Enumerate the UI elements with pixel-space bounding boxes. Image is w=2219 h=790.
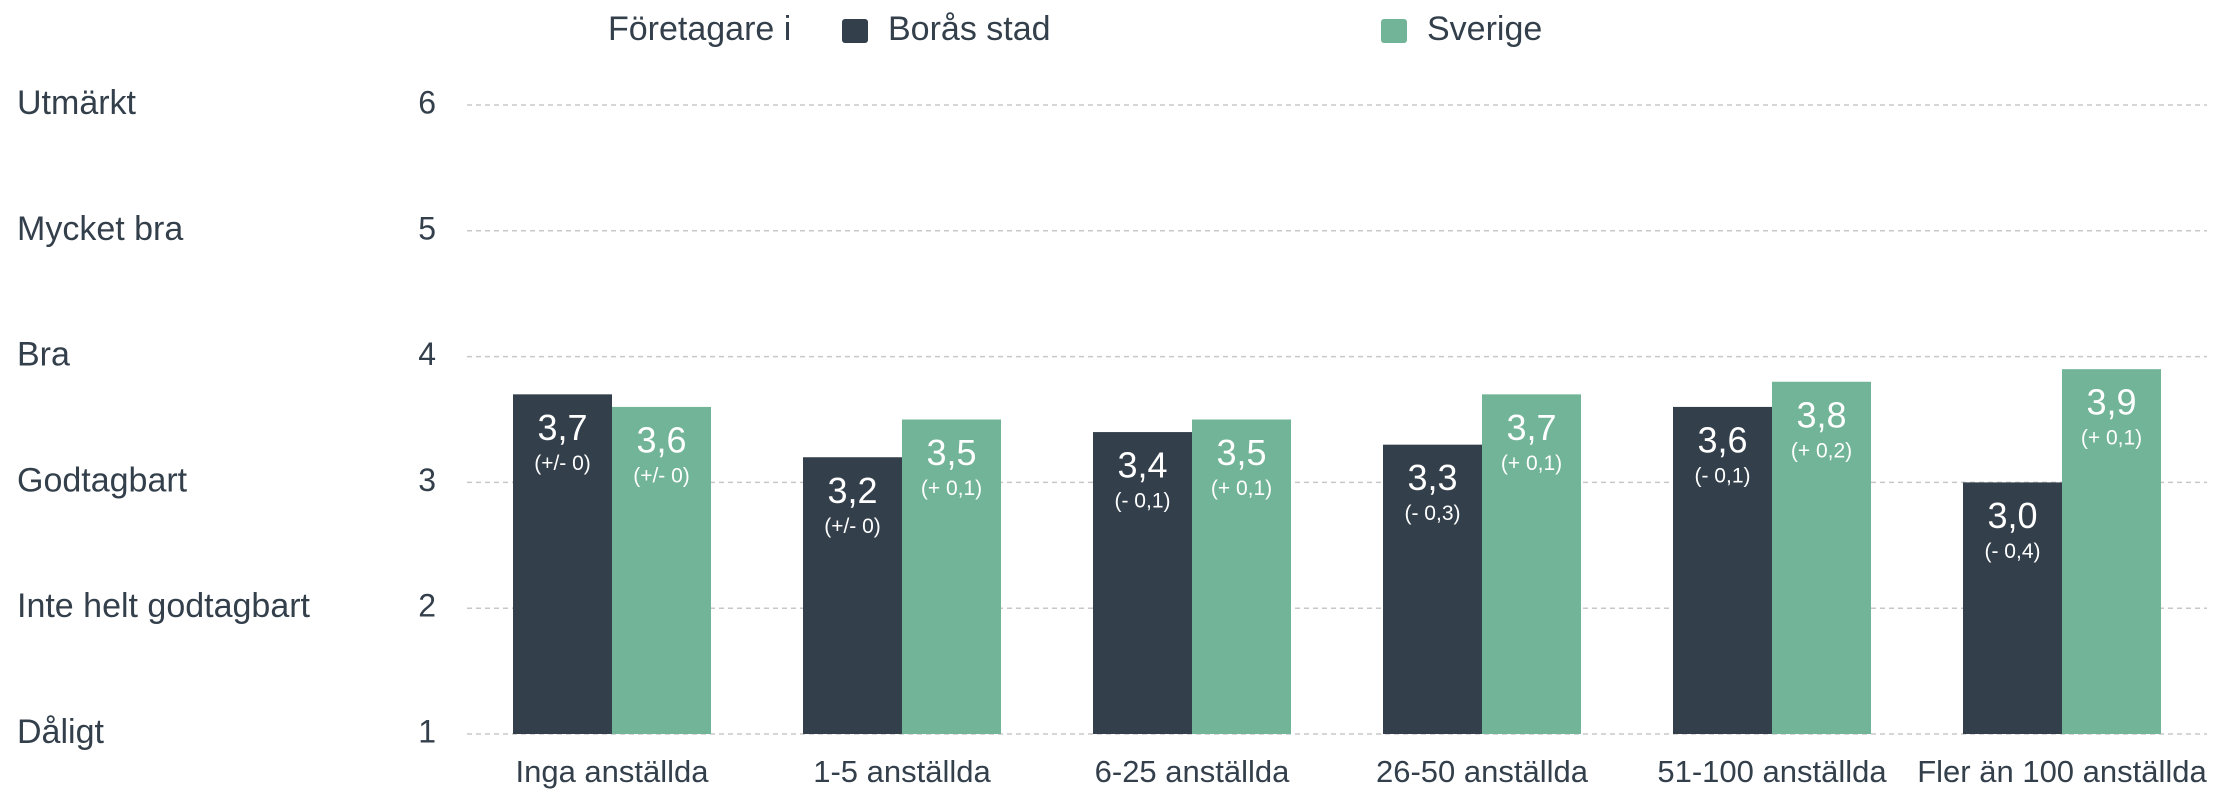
bar: [803, 457, 902, 734]
bar-value-label: 3,0: [1987, 495, 2037, 536]
bar: [513, 394, 612, 734]
bar-value-label: 3,5: [1216, 432, 1266, 473]
x-tick-label: Fler än 100 anställda: [1917, 754, 2207, 789]
y-tick-label: 2: [418, 588, 436, 624]
x-tick-label: 1-5 anställda: [813, 754, 991, 789]
bar: [1383, 444, 1482, 734]
bar-change-label: (+ 0,1): [2081, 427, 2142, 450]
bar: [902, 419, 1001, 734]
bar-change-label: (- 0,3): [1404, 502, 1460, 525]
bar: [2062, 369, 2161, 734]
y-level-label: Godtagbart: [17, 461, 188, 499]
y-tick-label: 6: [418, 84, 436, 120]
legend-swatch: [1381, 19, 1407, 43]
bar-change-label: (+ 0,1): [1211, 477, 1272, 500]
y-level-label: Dåligt: [17, 713, 104, 751]
bar-value-label: 3,9: [2086, 382, 2136, 423]
legend-label: Sverige: [1427, 10, 1542, 48]
legend-title: Företagare i: [608, 10, 791, 48]
y-tick-label: 5: [418, 210, 436, 246]
bar-change-label: (+ 0,2): [1791, 439, 1852, 462]
bar-change-label: (+ 0,1): [1501, 452, 1562, 475]
bar-change-label: (- 0,4): [1984, 540, 2040, 563]
bar-value-label: 3,3: [1407, 457, 1457, 498]
y-tick-label: 1: [418, 713, 436, 749]
y-tick-label: 3: [418, 462, 436, 498]
y-level-label: Mycket bra: [17, 210, 183, 248]
bar-change-label: (+/- 0): [534, 452, 591, 475]
bar-change-label: (- 0,1): [1114, 490, 1170, 513]
bar-value-label: 3,8: [1796, 394, 1846, 435]
bar-value-label: 3,6: [1697, 419, 1747, 460]
y-level-label: Utmärkt: [17, 84, 137, 122]
bar: [1093, 432, 1192, 734]
bar: [1772, 381, 1871, 734]
bar: [1192, 419, 1291, 734]
x-tick-label: Inga anställda: [515, 754, 709, 789]
bar: [1963, 482, 2062, 734]
bar-value-label: 3,7: [537, 407, 587, 448]
bar-change-label: (+ 0,1): [921, 477, 982, 500]
x-tick-label: 26-50 anställda: [1376, 754, 1589, 789]
bar-change-label: (+/- 0): [824, 515, 881, 538]
legend-swatch: [842, 19, 868, 43]
y-level-label: Inte helt godtagbart: [17, 587, 311, 625]
bar: [612, 406, 711, 734]
y-level-label: Bra: [17, 336, 70, 374]
bar-change-label: (- 0,1): [1694, 464, 1750, 487]
bar-value-label: 3,6: [636, 419, 686, 460]
y-tick-label: 4: [418, 336, 436, 372]
bar-value-label: 3,2: [827, 470, 877, 511]
x-tick-label: 6-25 anställda: [1095, 754, 1291, 789]
bar: [1673, 406, 1772, 734]
legend-label: Borås stad: [888, 10, 1051, 48]
x-tick-label: 51-100 anställda: [1657, 754, 1887, 789]
bar-value-label: 3,5: [926, 432, 976, 473]
bar: [1482, 394, 1581, 734]
bar-value-label: 3,4: [1117, 445, 1167, 486]
bar-change-label: (+/- 0): [633, 464, 690, 487]
bar-value-label: 3,7: [1506, 407, 1556, 448]
